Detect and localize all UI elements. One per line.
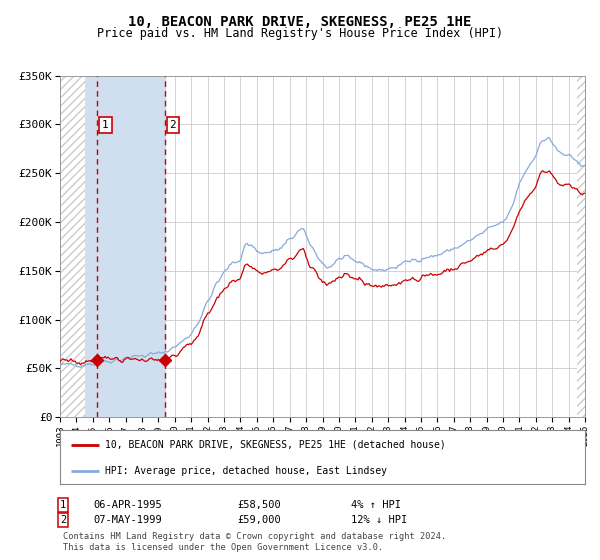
Text: Contains HM Land Registry data © Crown copyright and database right 2024.
This d: Contains HM Land Registry data © Crown c… — [63, 533, 446, 552]
Text: 4% ↑ HPI: 4% ↑ HPI — [351, 500, 401, 510]
Text: 12% ↓ HPI: 12% ↓ HPI — [351, 515, 407, 525]
Text: £58,500: £58,500 — [237, 500, 281, 510]
Text: 1: 1 — [102, 120, 109, 130]
Text: £59,000: £59,000 — [237, 515, 281, 525]
Text: 1: 1 — [60, 500, 66, 510]
Text: 2: 2 — [169, 120, 176, 130]
Text: HPI: Average price, detached house, East Lindsey: HPI: Average price, detached house, East… — [104, 466, 386, 475]
Text: 07-MAY-1999: 07-MAY-1999 — [93, 515, 162, 525]
Bar — [60, 76, 164, 417]
Text: 06-APR-1995: 06-APR-1995 — [93, 500, 162, 510]
Text: Price paid vs. HM Land Registry's House Price Index (HPI): Price paid vs. HM Land Registry's House … — [97, 27, 503, 40]
Bar — [60, 76, 164, 417]
Text: 10, BEACON PARK DRIVE, SKEGNESS, PE25 1HE: 10, BEACON PARK DRIVE, SKEGNESS, PE25 1H… — [128, 15, 472, 29]
Text: 10, BEACON PARK DRIVE, SKEGNESS, PE25 1HE (detached house): 10, BEACON PARK DRIVE, SKEGNESS, PE25 1H… — [104, 440, 445, 450]
Text: 2: 2 — [60, 515, 66, 525]
